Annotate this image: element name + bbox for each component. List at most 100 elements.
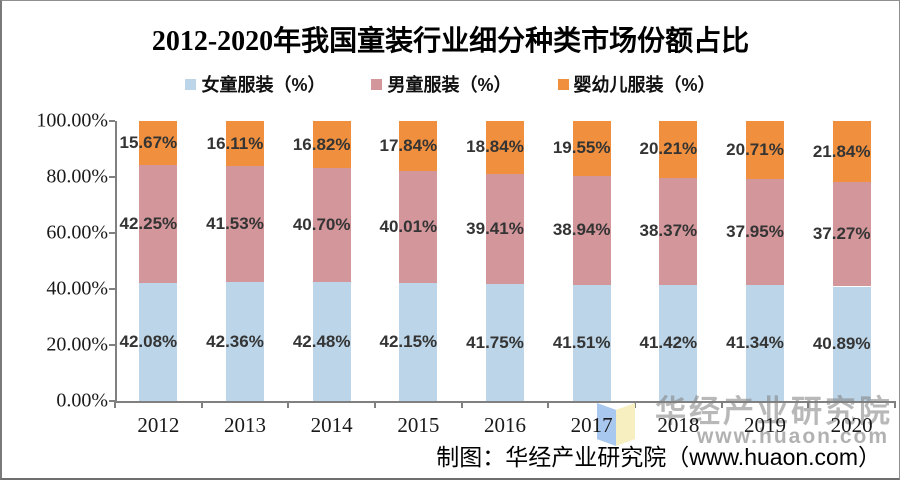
legend-item-0: 女童服装（%） xyxy=(185,71,325,97)
x-axis-tick xyxy=(287,401,290,408)
y-axis-line xyxy=(115,121,117,401)
y-axis-tick-label: 20.00% xyxy=(46,333,108,356)
legend: 女童服装（%） 男童服装（%） 婴幼儿服装（%） xyxy=(2,71,899,97)
x-axis-tick xyxy=(374,401,376,408)
legend-item-2: 婴幼儿服装（%） xyxy=(557,71,716,97)
x-axis-tick xyxy=(114,401,116,408)
data-label: 42.25% xyxy=(119,214,178,234)
data-label: 38.94% xyxy=(552,220,611,240)
x-axis-tick xyxy=(200,401,203,408)
huaon-logo-left-page xyxy=(597,403,616,446)
data-label: 41.51% xyxy=(552,332,611,352)
y-axis-tick-label: 60.00% xyxy=(46,221,108,244)
bar-segment-男童服装（%） xyxy=(226,166,264,283)
data-label: 17.84% xyxy=(379,135,438,155)
x-axis-tick xyxy=(547,401,550,408)
bar-segment-男童服装（%） xyxy=(312,168,351,283)
x-axis-tick xyxy=(634,401,636,408)
x-axis-category-label: 2014 xyxy=(310,413,353,437)
bar-segment-男童服装（%） xyxy=(832,182,871,287)
x-axis-category-label: 2019 xyxy=(744,413,786,437)
data-label: 16.82% xyxy=(292,134,351,154)
x-axis-category-label: 2012 xyxy=(137,413,180,437)
x-axis-line xyxy=(115,401,895,403)
bar-segment-婴幼儿服装（%） xyxy=(399,121,438,171)
data-label: 40.89% xyxy=(812,333,871,353)
data-label: 21.84% xyxy=(812,141,871,161)
bar-segment-女童服装（%） xyxy=(486,284,524,401)
chart-title: 2012-2020年我国童装行业细分种类市场份额占比 xyxy=(151,26,750,57)
legend-label: 婴幼儿服装（%） xyxy=(573,75,716,95)
legend-swatch-icon xyxy=(371,78,383,90)
bar-segment-男童服装（%） xyxy=(139,164,178,284)
bar-segment-女童服装（%） xyxy=(139,283,178,401)
data-label: 42.36% xyxy=(206,331,264,351)
data-label: 37.95% xyxy=(726,222,784,242)
data-label: 40.70% xyxy=(292,215,351,235)
watermark-text: 华经产业研究院 xyxy=(655,394,893,429)
bar-segment-女童服装（%） xyxy=(659,285,698,401)
bar-segment-婴幼儿服装（%） xyxy=(226,121,264,167)
bar-segment-婴幼儿服装（%） xyxy=(659,121,698,178)
bar-segment-婴幼儿服装（%） xyxy=(312,121,351,169)
bar-segment-婴幼儿服装（%） xyxy=(486,121,524,174)
data-label: 39.41% xyxy=(466,218,524,238)
bar-segment-女童服装（%） xyxy=(226,282,264,401)
bar-segment-男童服装（%） xyxy=(486,173,524,285)
bar-segment-女童服装（%） xyxy=(312,282,351,401)
data-label: 19.55% xyxy=(552,138,611,158)
data-label: 42.15% xyxy=(379,331,438,351)
bar-segment-男童服装（%） xyxy=(659,177,698,285)
y-axis-tick xyxy=(109,232,115,234)
bar-segment-婴幼儿服装（%） xyxy=(572,121,611,176)
data-label: 16.11% xyxy=(206,133,264,153)
bar-segment-婴幼儿服装（%） xyxy=(746,121,784,179)
x-axis-tick xyxy=(720,401,723,408)
y-axis-tick xyxy=(109,176,115,178)
huaon-logo-right-page xyxy=(616,403,635,446)
x-axis-category-label: 2013 xyxy=(224,413,266,437)
bar-segment-男童服装（%） xyxy=(399,170,438,283)
y-axis-tick-label: 80.00% xyxy=(46,165,108,188)
data-label: 18.84% xyxy=(466,137,524,157)
data-label: 15.67% xyxy=(119,132,178,152)
x-axis-tick xyxy=(460,401,463,408)
x-axis-category-label: 2020 xyxy=(830,413,873,437)
y-axis-tick-label: 0.00% xyxy=(56,389,108,412)
bar-segment-女童服装（%） xyxy=(832,286,871,401)
bar-segment-女童服装（%） xyxy=(746,285,784,401)
data-label: 41.34% xyxy=(726,333,784,353)
data-label: 41.42% xyxy=(639,333,698,352)
y-axis-tick-label: 40.00% xyxy=(46,277,108,300)
bar-segment-女童服装（%） xyxy=(399,282,438,401)
x-axis-tick xyxy=(894,401,896,408)
y-axis-tick xyxy=(109,344,115,346)
data-label: 20.71% xyxy=(726,139,784,159)
data-label: 20.21% xyxy=(639,139,698,159)
x-axis-category-label: 2015 xyxy=(397,413,440,437)
legend-label: 男童服装（%） xyxy=(387,75,512,95)
bar-segment-婴幼儿服装（%） xyxy=(832,121,871,183)
x-axis-category-label: 2016 xyxy=(484,413,526,437)
data-label: 41.53% xyxy=(206,214,264,234)
y-axis-tick xyxy=(109,288,115,290)
y-axis-tick xyxy=(109,400,115,402)
bar-segment-婴幼儿服装（%） xyxy=(139,121,178,165)
y-axis-tick xyxy=(109,120,115,122)
data-label: 42.48% xyxy=(292,331,351,351)
legend-label: 女童服装（%） xyxy=(201,75,326,95)
x-axis-category-label: 2018 xyxy=(657,413,700,437)
y-axis-tick-label: 100.00% xyxy=(36,109,108,132)
legend-item-1: 男童服装（%） xyxy=(371,71,512,97)
legend-swatch-icon xyxy=(557,78,569,90)
attribution-text: 制图：华经产业研究院（www.huaon.com） xyxy=(436,444,881,470)
data-label: 37.27% xyxy=(812,224,871,244)
legend-swatch-icon xyxy=(185,78,197,90)
data-label: 40.01% xyxy=(379,216,438,236)
huaon-logo-icon xyxy=(597,403,635,446)
x-axis-category-label: 2017 xyxy=(570,413,613,437)
bar-segment-女童服装（%） xyxy=(572,284,611,401)
x-axis-tick xyxy=(807,401,810,408)
